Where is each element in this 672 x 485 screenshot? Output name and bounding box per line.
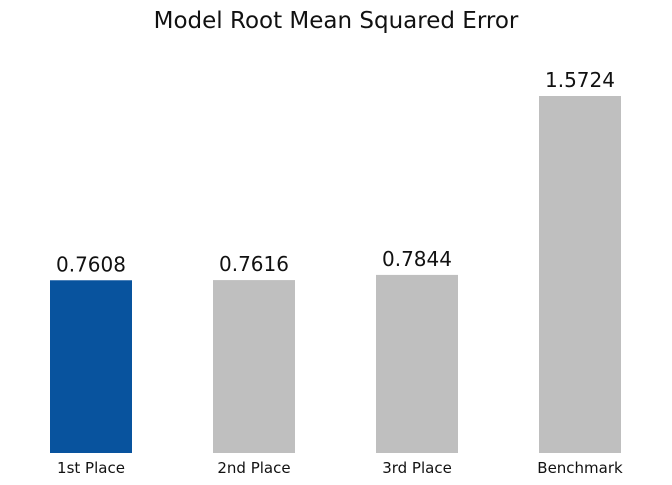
chart-title: Model Root Mean Squared Error <box>154 8 519 34</box>
x-tick-labels-group: 1st Place 2nd Place 3rd Place Benchmark <box>57 459 623 477</box>
bar-1st-place <box>50 280 132 453</box>
value-label: 0.7608 <box>56 252 126 276</box>
bar-2nd-place <box>213 280 295 453</box>
value-label: 0.7844 <box>382 247 452 271</box>
value-label: 1.5724 <box>545 68 615 92</box>
x-tick-label: Benchmark <box>537 459 623 477</box>
bar-benchmark <box>539 96 621 453</box>
x-tick-label: 3rd Place <box>382 459 452 477</box>
x-tick-label: 1st Place <box>57 459 125 477</box>
value-labels-group: 0.7608 0.7616 0.7844 1.5724 <box>56 68 615 276</box>
x-tick-label: 2nd Place <box>217 459 290 477</box>
bar-3rd-place <box>376 274 458 453</box>
value-label: 0.7616 <box>219 252 289 276</box>
bars-group <box>50 96 621 453</box>
